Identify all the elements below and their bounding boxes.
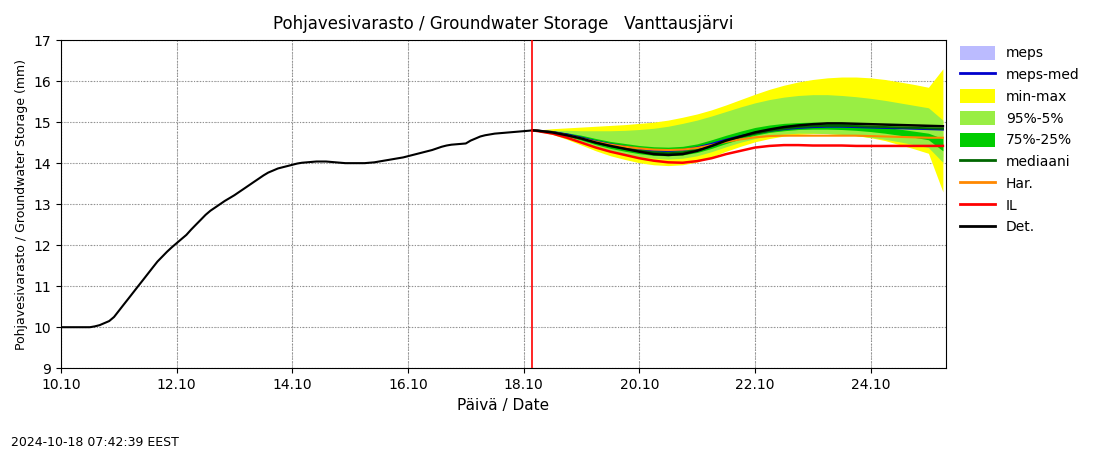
Title: Pohjavesivarasto / Groundwater Storage   Vanttausjärvi: Pohjavesivarasto / Groundwater Storage V… [273,15,734,33]
Y-axis label: Pohjavesivarasto / Groundwater Storage (mm): Pohjavesivarasto / Groundwater Storage (… [15,58,28,350]
Legend: meps, meps-med, min-max, 95%-5%, 75%-25%, mediaani, Har., IL, Det.: meps, meps-med, min-max, 95%-5%, 75%-25%… [955,40,1086,240]
X-axis label: Päivä / Date: Päivä / Date [458,397,550,413]
Text: 2024-10-18 07:42:39 EEST: 2024-10-18 07:42:39 EEST [11,436,179,449]
